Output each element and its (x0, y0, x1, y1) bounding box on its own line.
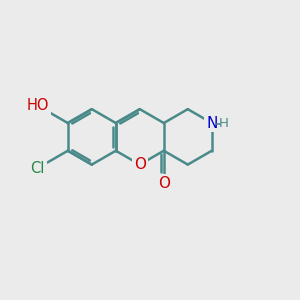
Text: N: N (206, 116, 218, 130)
Text: O: O (134, 157, 146, 172)
Text: H: H (219, 117, 229, 130)
Text: HO: HO (27, 98, 49, 113)
Text: Cl: Cl (31, 160, 45, 175)
Text: O: O (158, 176, 170, 191)
